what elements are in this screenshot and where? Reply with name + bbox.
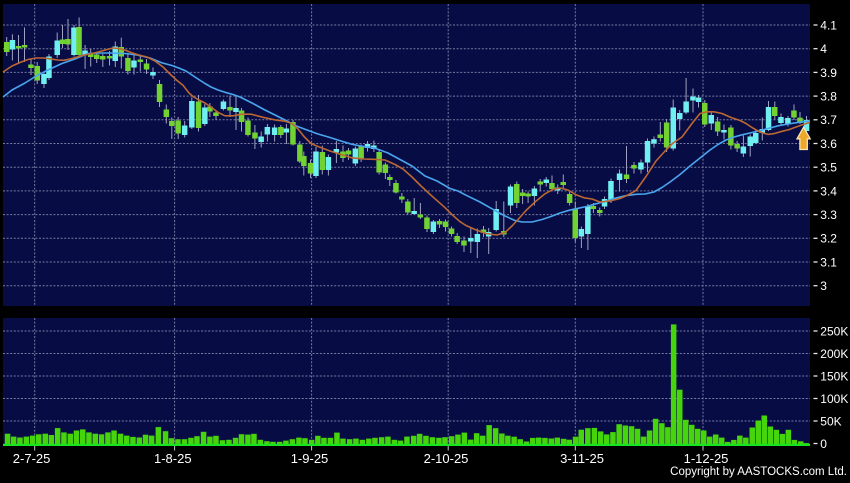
svg-text:1-12-25: 1-12-25 — [684, 451, 729, 466]
svg-text:3.2: 3.2 — [820, 232, 837, 246]
svg-text:3.6: 3.6 — [820, 137, 837, 151]
svg-text:200K: 200K — [820, 347, 848, 361]
svg-text:3: 3 — [820, 279, 827, 293]
svg-text:3.4: 3.4 — [820, 184, 837, 198]
svg-text:2-7-25: 2-7-25 — [13, 451, 51, 466]
svg-text:3.3: 3.3 — [820, 208, 837, 222]
svg-text:0: 0 — [820, 437, 827, 451]
svg-text:100K: 100K — [820, 392, 848, 406]
svg-text:Copyright by AASTOCKS.com Ltd.: Copyright by AASTOCKS.com Ltd. — [670, 466, 847, 478]
svg-text:1-9-25: 1-9-25 — [291, 451, 329, 466]
svg-text:2-10-25: 2-10-25 — [424, 451, 469, 466]
svg-text:3.7: 3.7 — [820, 113, 837, 127]
svg-text:4: 4 — [820, 42, 827, 56]
svg-text:50K: 50K — [820, 414, 841, 428]
svg-text:3.9: 3.9 — [820, 66, 837, 80]
svg-text:3-11-25: 3-11-25 — [560, 451, 604, 466]
svg-text:150K: 150K — [820, 369, 848, 383]
svg-text:3.5: 3.5 — [820, 161, 837, 175]
svg-text:250K: 250K — [820, 324, 848, 338]
svg-text:3.8: 3.8 — [820, 90, 837, 104]
svg-text:3.1: 3.1 — [820, 255, 837, 269]
svg-text:1-8-25: 1-8-25 — [154, 451, 192, 466]
svg-text:4.1: 4.1 — [820, 18, 837, 32]
